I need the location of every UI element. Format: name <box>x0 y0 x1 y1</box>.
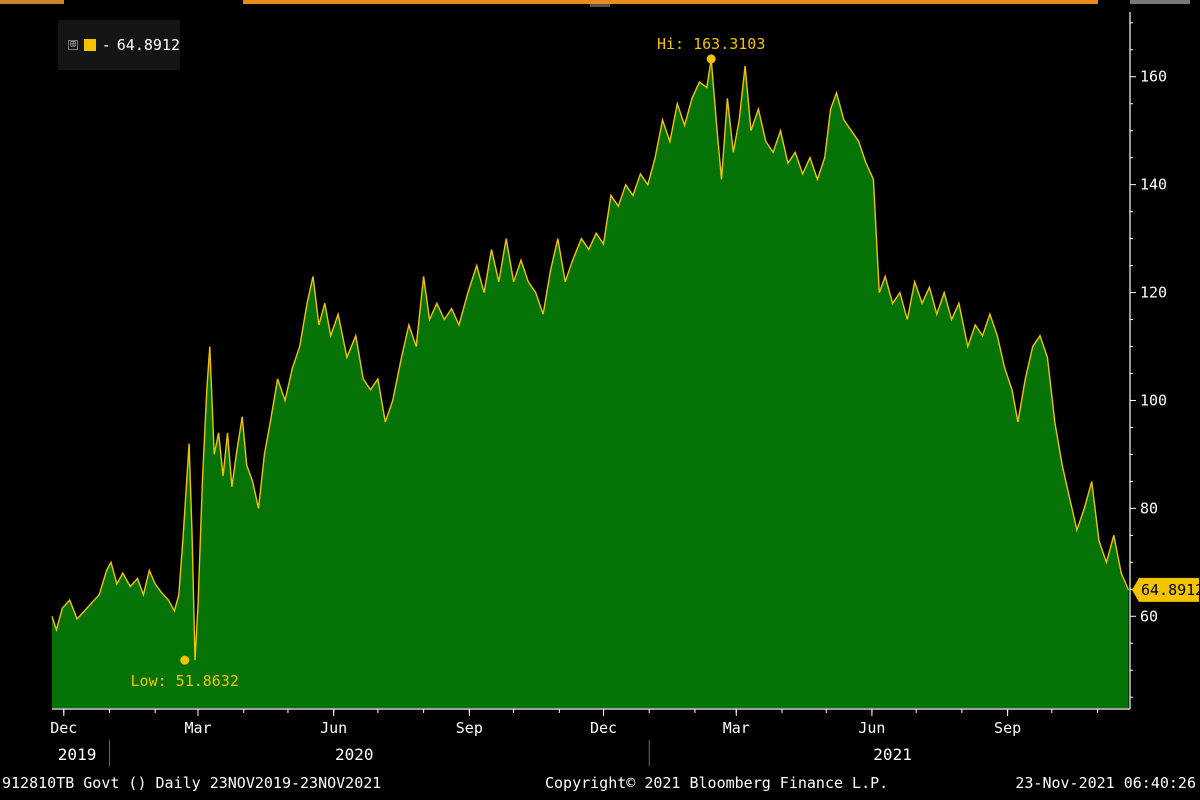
x-tick-label: Sep <box>994 719 1021 737</box>
x-tick-label: Jun <box>858 719 885 737</box>
y-tick-label: 160 <box>1140 68 1167 86</box>
high-label: Hi: 163.3103 <box>657 35 765 53</box>
legend-box[interactable]: ⊞ - 64.8912 <box>58 20 180 70</box>
x-tick-label: Dec <box>50 719 77 737</box>
legend-value: 64.8912 <box>116 36 180 54</box>
security-info: 912810TB Govt () Daily 23NOV2019-23NOV20… <box>2 774 382 792</box>
expand-icon[interactable]: ⊞ <box>68 39 78 50</box>
x-tick-label: Dec <box>590 719 617 737</box>
y-tick-label: 80 <box>1140 499 1158 517</box>
y-tick-label: 140 <box>1140 176 1167 194</box>
price-line <box>51 58 1130 661</box>
y-tick-label: 120 <box>1140 284 1167 302</box>
scroll-handle[interactable] <box>590 4 610 7</box>
x-tick-label: Jun <box>320 719 347 737</box>
top-bar-segment <box>243 0 1098 4</box>
top-bar-segment <box>0 0 64 4</box>
timestamp: 23-Nov-2021 06:40:26 <box>1015 774 1196 792</box>
low-label: Low: 51.8632 <box>131 672 239 690</box>
y-tick-label: 100 <box>1140 391 1167 409</box>
copyright-text: Copyright© 2021 Bloomberg Finance L.P. <box>545 774 889 792</box>
low-marker <box>180 655 190 665</box>
high-marker <box>706 54 716 64</box>
top-bar-segment <box>1130 0 1190 4</box>
y-tick-label: 60 <box>1140 607 1158 625</box>
x-tick-label: Mar <box>723 719 750 737</box>
legend-swatch <box>83 39 96 51</box>
year-label: 2020 <box>335 745 374 764</box>
last-value-label: 64.8912 <box>1141 581 1200 599</box>
x-tick-label: Mar <box>184 719 211 737</box>
year-label: 2019 <box>58 745 97 764</box>
last-value-tag <box>1132 577 1199 602</box>
legend-dash: - <box>101 36 111 54</box>
x-tick-label: Sep <box>456 719 483 737</box>
area-fill <box>52 58 1129 708</box>
year-label: 2021 <box>873 745 912 764</box>
